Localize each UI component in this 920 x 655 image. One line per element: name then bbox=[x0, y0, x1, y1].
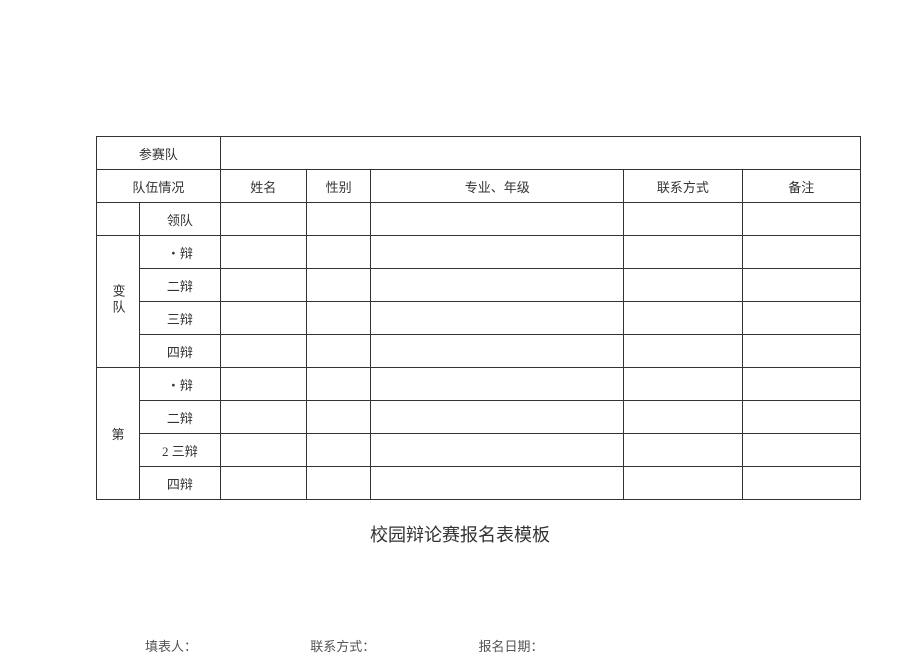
footer-filler: 填表人： bbox=[145, 636, 197, 655]
cell bbox=[306, 236, 371, 269]
cell bbox=[371, 368, 624, 401]
cell bbox=[220, 302, 306, 335]
group1-debater1: ・辩 bbox=[140, 236, 221, 269]
cell bbox=[220, 335, 306, 368]
cell bbox=[371, 269, 624, 302]
cell bbox=[306, 302, 371, 335]
cell bbox=[220, 368, 306, 401]
group1-debater3: 三辩 bbox=[140, 302, 221, 335]
table-row: 二辩 bbox=[97, 269, 861, 302]
cell bbox=[306, 401, 371, 434]
table-row: 参赛队 bbox=[97, 137, 861, 170]
cell bbox=[742, 203, 860, 236]
table-row: 变队 ・辩 bbox=[97, 236, 861, 269]
cell bbox=[624, 269, 742, 302]
cell bbox=[371, 203, 624, 236]
team-label: 参赛队 bbox=[97, 137, 221, 170]
cell bbox=[742, 368, 860, 401]
group2-debater4: 四辩 bbox=[140, 467, 221, 500]
cell bbox=[371, 335, 624, 368]
cell bbox=[371, 401, 624, 434]
cell bbox=[220, 236, 306, 269]
status-label: 队伍情况 bbox=[97, 170, 221, 203]
team-value bbox=[220, 137, 860, 170]
group2-debater2: 二辩 bbox=[140, 401, 221, 434]
cell bbox=[220, 467, 306, 500]
cell bbox=[306, 434, 371, 467]
cell bbox=[371, 434, 624, 467]
group2-debater1: ・辩 bbox=[140, 368, 221, 401]
group2-debater3: 2 三辩 bbox=[140, 434, 221, 467]
cell bbox=[624, 335, 742, 368]
footer-date: 报名日期： bbox=[479, 636, 544, 655]
page-title: 校园辩论赛报名表模板 bbox=[0, 521, 920, 547]
cell bbox=[371, 302, 624, 335]
table-row: 领队 bbox=[97, 203, 861, 236]
header-gender: 性别 bbox=[306, 170, 371, 203]
cell bbox=[371, 236, 624, 269]
cell bbox=[624, 368, 742, 401]
cell bbox=[742, 302, 860, 335]
cell bbox=[624, 434, 742, 467]
cell bbox=[624, 236, 742, 269]
cell bbox=[306, 203, 371, 236]
cell bbox=[220, 269, 306, 302]
cell bbox=[624, 302, 742, 335]
footer: 填表人： 联系方式： 报名日期： bbox=[145, 636, 544, 655]
cell bbox=[742, 236, 860, 269]
group2-label: 第 bbox=[97, 368, 140, 500]
leader-col1 bbox=[97, 203, 140, 236]
table-row: 三辩 bbox=[97, 302, 861, 335]
group1-debater4: 四辩 bbox=[140, 335, 221, 368]
cell bbox=[742, 269, 860, 302]
cell bbox=[371, 467, 624, 500]
group1-label: 变队 bbox=[97, 236, 140, 368]
cell bbox=[742, 401, 860, 434]
table-row: 四辩 bbox=[97, 467, 861, 500]
cell bbox=[220, 203, 306, 236]
header-remark: 备注 bbox=[742, 170, 860, 203]
cell bbox=[220, 401, 306, 434]
leader-label: 领队 bbox=[140, 203, 221, 236]
cell bbox=[742, 434, 860, 467]
cell bbox=[220, 434, 306, 467]
table-row: 二辩 bbox=[97, 401, 861, 434]
cell bbox=[306, 368, 371, 401]
header-name: 姓名 bbox=[220, 170, 306, 203]
table-row: 四辩 bbox=[97, 335, 861, 368]
cell bbox=[306, 467, 371, 500]
header-major: 专业、年级 bbox=[371, 170, 624, 203]
footer-contact: 联系方式： bbox=[310, 636, 375, 655]
cell bbox=[624, 203, 742, 236]
cell bbox=[742, 335, 860, 368]
table-row: 第 ・辩 bbox=[97, 368, 861, 401]
registration-table: 参赛队 队伍情况 姓名 性别 专业、年级 联系方式 备注 领队 变队 ・辩 bbox=[96, 136, 861, 500]
table-row: 2 三辩 bbox=[97, 434, 861, 467]
registration-table-container: 参赛队 队伍情况 姓名 性别 专业、年级 联系方式 备注 领队 变队 ・辩 bbox=[96, 136, 861, 500]
cell bbox=[306, 335, 371, 368]
cell bbox=[624, 467, 742, 500]
cell bbox=[624, 401, 742, 434]
cell bbox=[742, 467, 860, 500]
header-contact: 联系方式 bbox=[624, 170, 742, 203]
table-row: 队伍情况 姓名 性别 专业、年级 联系方式 备注 bbox=[97, 170, 861, 203]
group1-debater2: 二辩 bbox=[140, 269, 221, 302]
cell bbox=[306, 269, 371, 302]
